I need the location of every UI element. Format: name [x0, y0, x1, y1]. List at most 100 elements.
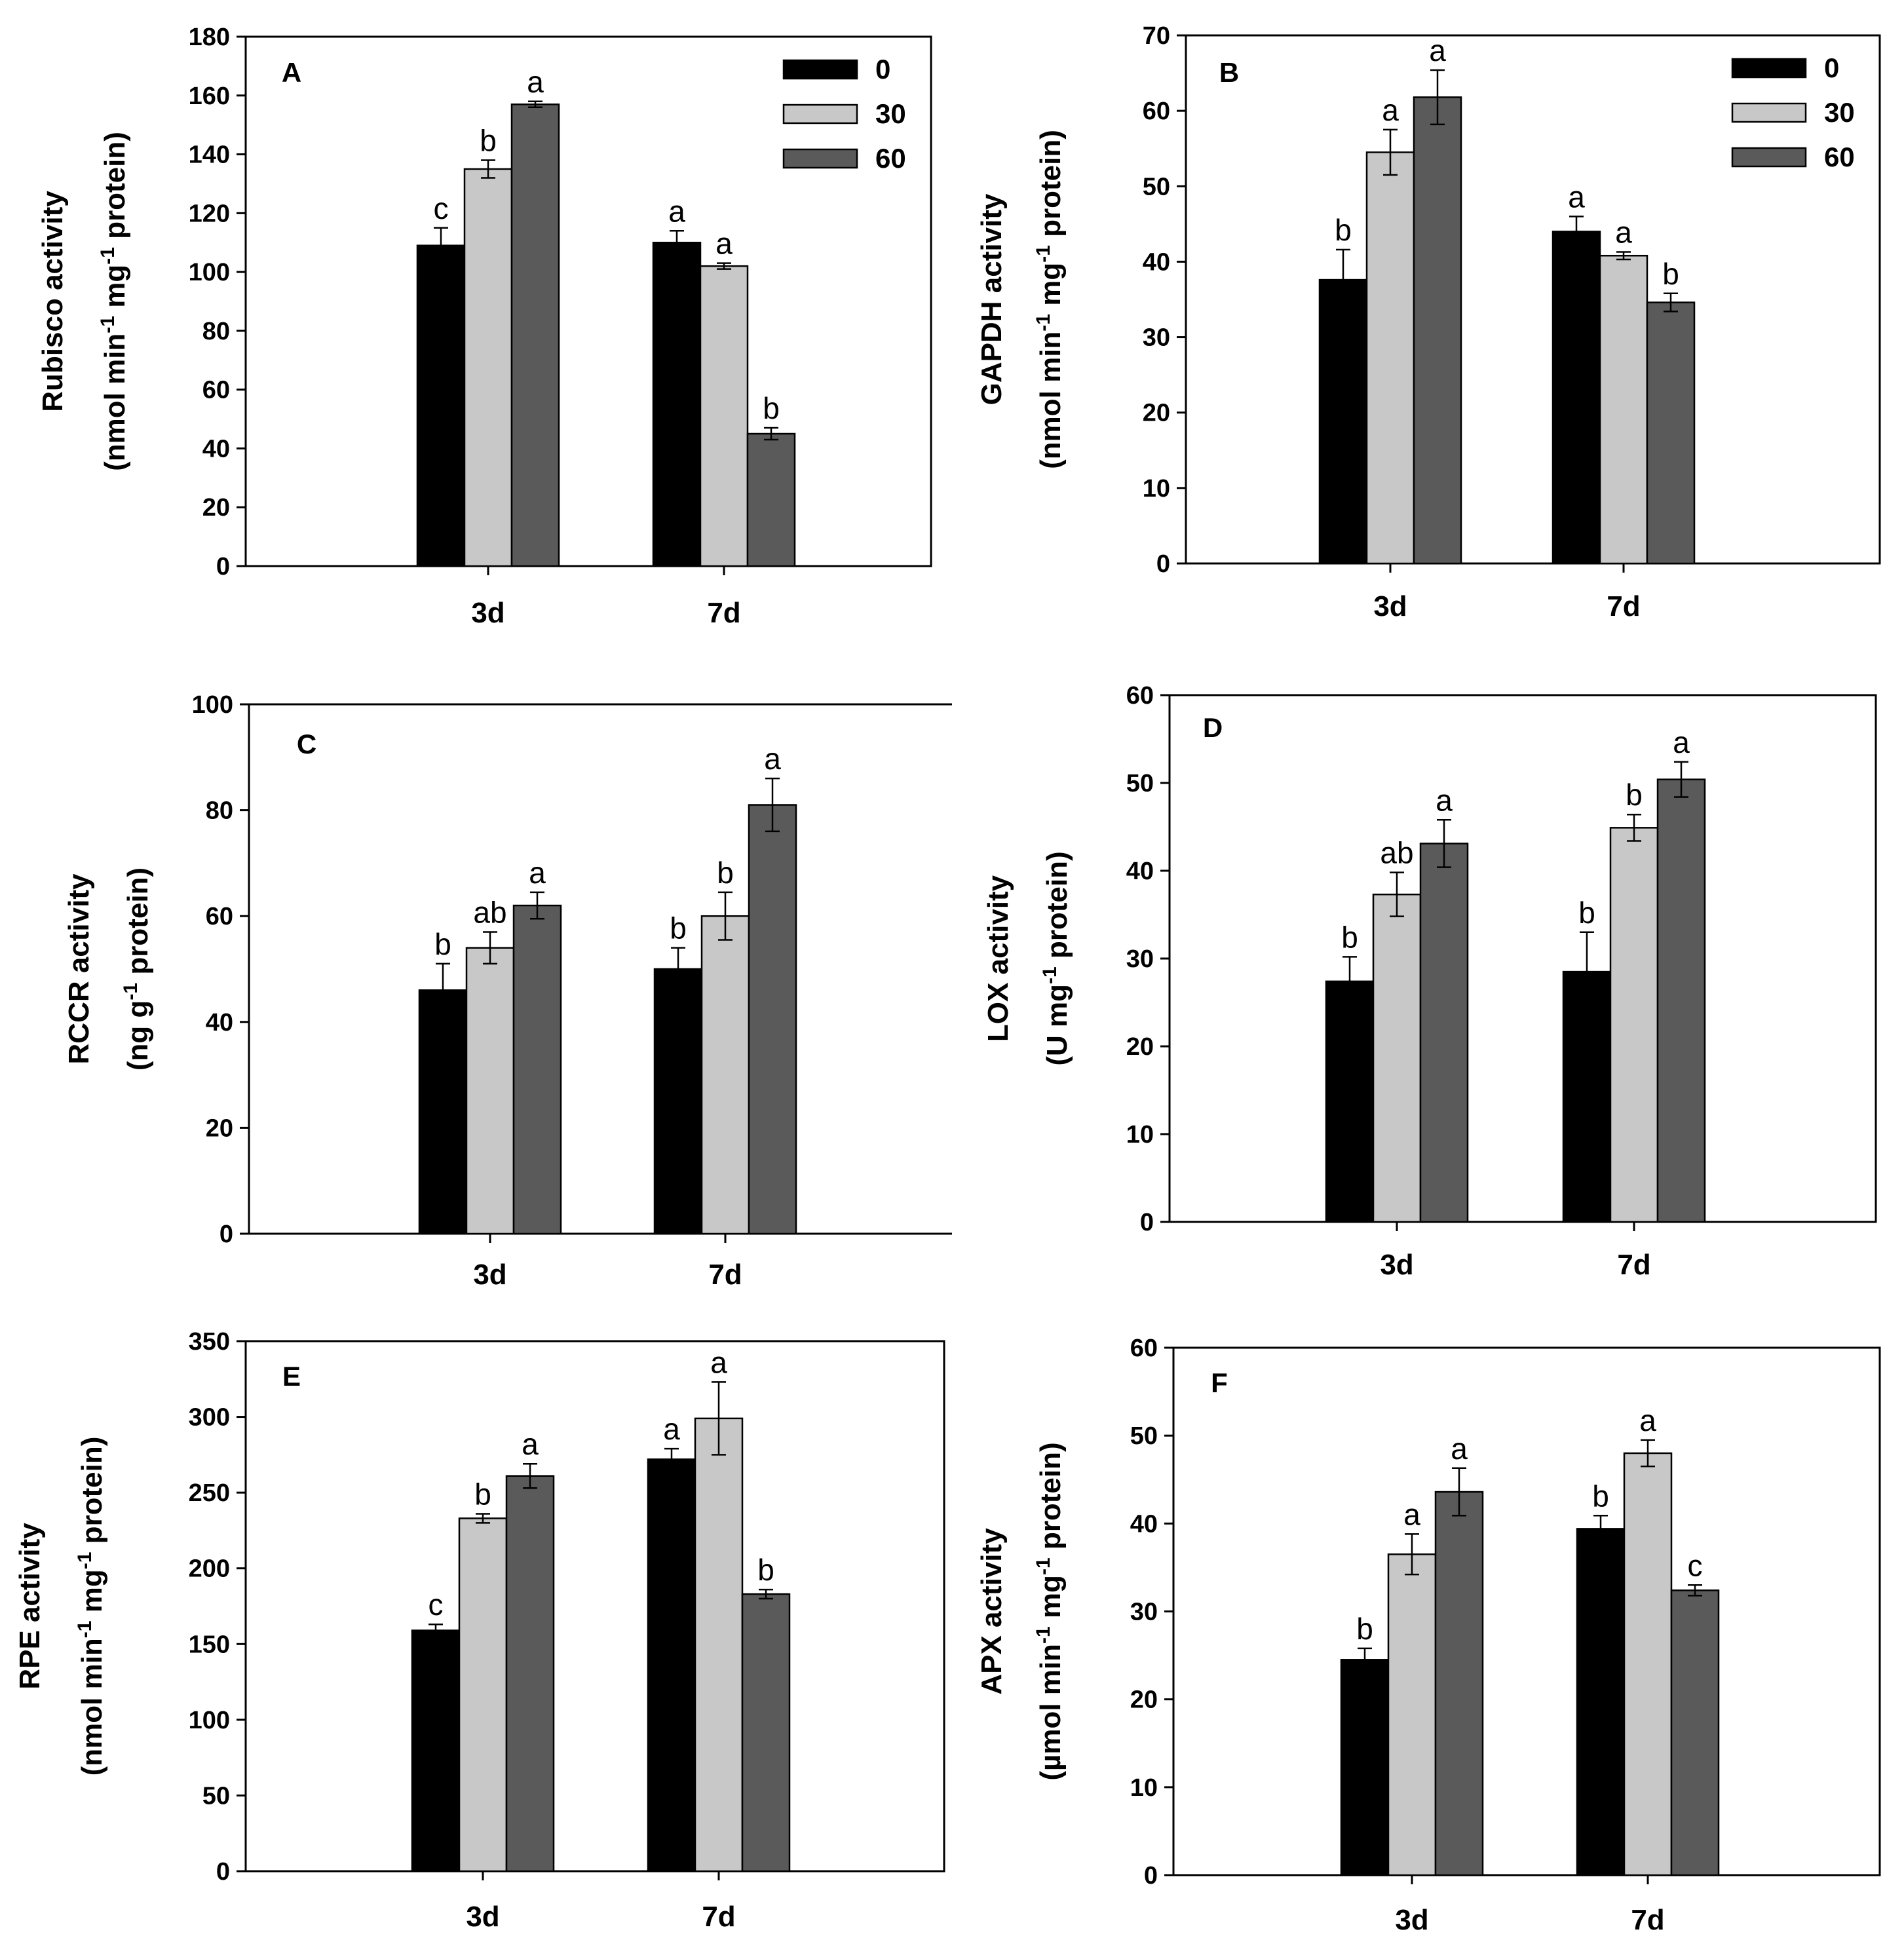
bar: [748, 804, 797, 1235]
y-tick-label: 180: [189, 24, 230, 51]
bar: [1325, 980, 1375, 1223]
significance-letter: b: [763, 391, 780, 425]
bar: [510, 103, 560, 567]
bar: [418, 989, 468, 1235]
panel-letter: D: [1203, 712, 1223, 743]
y-axis-label: APX activity: [976, 1528, 1008, 1695]
x-tick-label: 3d: [1373, 590, 1407, 622]
significance-letter: c: [1688, 1548, 1703, 1582]
y-tick-label: 10: [1126, 1121, 1154, 1149]
significance-letter: a: [715, 227, 733, 261]
bar: [1623, 1452, 1673, 1876]
plot-frame: [1185, 34, 1881, 565]
y-axis-unit-label: (U mg-1 protein): [1039, 851, 1074, 1065]
legend-label: 0: [1824, 52, 1839, 83]
significance-letter: b: [757, 1553, 774, 1587]
bar: [700, 915, 750, 1235]
bar: [1646, 301, 1696, 565]
y-tick-label: 40: [1126, 858, 1154, 885]
y-tick-label: 80: [202, 318, 230, 345]
legend-swatch: [782, 59, 858, 80]
y-tick-label: 300: [189, 1404, 230, 1432]
y-tick-label: 40: [206, 1009, 233, 1037]
x-tick-label: 3d: [1395, 1904, 1428, 1936]
bar: [1413, 96, 1462, 565]
bar: [1609, 827, 1659, 1223]
y-tick-label: 50: [202, 1782, 230, 1810]
bar: [1340, 1659, 1390, 1876]
legend-swatch: [1731, 147, 1807, 168]
y-axis-label: LOX activity: [982, 875, 1014, 1042]
bar: [1365, 151, 1415, 565]
bar: [694, 1417, 744, 1873]
y-tick-label: 0: [1140, 1209, 1154, 1236]
y-axis-unit-label: (µmol min-1 mg-1 protein): [1033, 1442, 1067, 1780]
y-tick-label: 50: [1143, 173, 1170, 200]
legend-label: 60: [1824, 142, 1855, 172]
y-tick-label: 250: [189, 1479, 230, 1507]
bar: [1656, 778, 1706, 1223]
panel-letter: C: [297, 729, 316, 759]
y-tick-label: 20: [202, 494, 230, 522]
y-tick-label: 50: [1130, 1422, 1158, 1450]
y-tick-label: 0: [216, 1858, 230, 1886]
y-tick-label: 60: [1143, 98, 1170, 125]
legend-label: 30: [1824, 97, 1855, 128]
y-tick-label: 100: [189, 259, 230, 286]
significance-letter: a: [1403, 1497, 1420, 1531]
y-axis-unit-label: (nmol min-1 mg-1 protein): [74, 1437, 109, 1776]
y-axis-label: RCCR activity: [63, 873, 95, 1064]
plot-frame: [248, 703, 952, 1235]
y-axis-label: RPE activity: [14, 1523, 46, 1690]
y-axis-unit-label: (nmol min-1 mg-1 protein): [1033, 130, 1067, 469]
y-tick-label: 30: [1143, 324, 1170, 352]
x-tick-label: 7d: [1617, 1249, 1650, 1281]
significance-letter: a: [1451, 1432, 1468, 1466]
y-axis-label: Rubisco activity: [37, 191, 69, 412]
panel-letter: B: [1219, 57, 1239, 88]
significance-letter: a: [1673, 725, 1690, 759]
significance-letter: b: [1335, 213, 1352, 247]
significance-letter: b: [434, 927, 451, 961]
significance-letter: b: [1356, 1612, 1373, 1646]
y-tick-label: 20: [206, 1114, 233, 1142]
y-tick-label: 30: [1126, 945, 1154, 973]
bar: [465, 947, 515, 1235]
significance-letter: a: [1615, 215, 1632, 249]
significance-letter: a: [1429, 33, 1446, 67]
significance-letter: a: [764, 742, 781, 776]
significance-letter: b: [474, 1477, 491, 1512]
legend-swatch: [782, 104, 858, 124]
significance-letter: c: [434, 191, 449, 225]
significance-letter: b: [670, 911, 687, 945]
significance-letter: a: [1639, 1403, 1656, 1437]
y-tick-label: 40: [1130, 1510, 1158, 1538]
y-tick-label: 0: [1156, 550, 1170, 578]
significance-letter: b: [1578, 896, 1595, 930]
plot-frame: [244, 1340, 945, 1873]
significance-letter: b: [1592, 1479, 1609, 1513]
y-tick-label: 30: [1130, 1599, 1158, 1626]
y-tick-label: 160: [189, 83, 230, 110]
y-tick-label: 350: [189, 1328, 230, 1356]
significance-letter: a: [1382, 93, 1399, 127]
y-axis-unit-label: (ng g-1 protein): [120, 867, 155, 1071]
y-tick-label: 20: [1130, 1686, 1158, 1714]
bar: [1318, 278, 1368, 565]
bar: [652, 241, 702, 567]
y-tick-label: 0: [1144, 1862, 1158, 1890]
significance-letter: b: [1626, 778, 1643, 812]
x-tick-label: 7d: [1631, 1904, 1664, 1936]
y-tick-label: 10: [1143, 475, 1170, 503]
plot-frame: [244, 35, 932, 567]
y-tick-label: 70: [1143, 22, 1170, 50]
significance-letter: a: [1436, 783, 1453, 817]
y-tick-label: 200: [189, 1555, 230, 1583]
bar: [512, 904, 562, 1235]
x-tick-label: 7d: [702, 1901, 735, 1933]
bar: [699, 265, 749, 567]
significance-letter: a: [663, 1412, 680, 1446]
bar: [1670, 1589, 1720, 1876]
